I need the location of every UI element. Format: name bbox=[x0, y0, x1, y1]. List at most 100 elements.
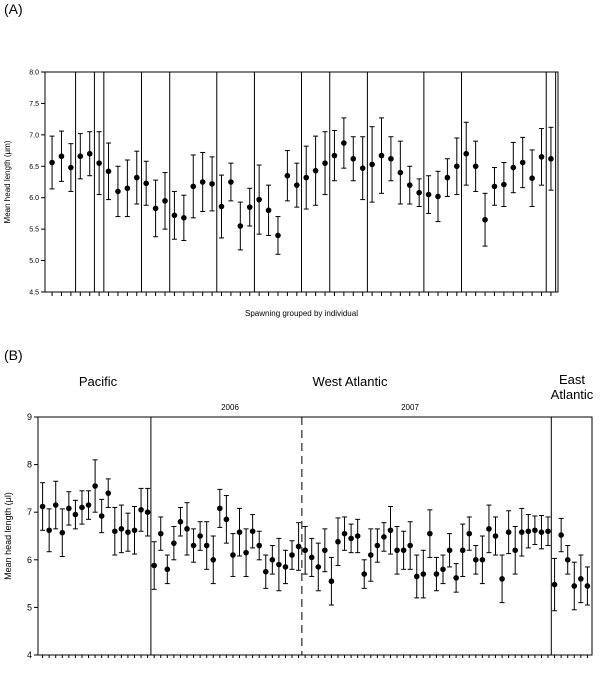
chart-a-marker bbox=[105, 168, 112, 175]
chart-a-point bbox=[378, 117, 385, 194]
chart-a-point bbox=[303, 145, 310, 210]
chart-b-marker bbox=[39, 503, 46, 510]
chart-a-marker bbox=[303, 174, 310, 181]
chart-a-point bbox=[406, 165, 413, 205]
chart-a-point bbox=[482, 192, 488, 247]
chart-b-point bbox=[492, 516, 499, 556]
chart-b-marker bbox=[151, 562, 157, 569]
chart-b-point bbox=[79, 490, 85, 525]
chart-b-point bbox=[512, 525, 519, 575]
chart-a-point bbox=[463, 121, 470, 186]
chart-b-point bbox=[190, 528, 197, 563]
chart-b-marker bbox=[72, 511, 79, 518]
chart-a-point bbox=[435, 170, 441, 223]
chart-b-y-axis-label: Mean head length (μl) bbox=[3, 492, 13, 580]
chart-b-marker bbox=[564, 557, 571, 563]
chart-b-point bbox=[486, 504, 492, 554]
chart-b-point bbox=[243, 528, 249, 577]
chart-a-point bbox=[96, 131, 102, 196]
chart-b-point bbox=[354, 518, 361, 554]
chart-a-y-tick-label: 7.5 bbox=[29, 101, 39, 108]
chart-b-point bbox=[105, 478, 112, 508]
panel-a-label: (A) bbox=[4, 1, 23, 17]
chart-a-point bbox=[115, 165, 121, 218]
chart-b-marker bbox=[79, 504, 85, 511]
chart-a-y-axis-label: Mean head length (μm) bbox=[3, 140, 12, 223]
region-pacific-label: Pacific bbox=[79, 374, 118, 389]
chart-a-marker bbox=[369, 161, 375, 168]
chart-b-point bbox=[328, 556, 335, 606]
chart-b-point bbox=[361, 559, 368, 589]
chart-a-y-tick-label: 5.5 bbox=[29, 227, 39, 234]
chart-a-point bbox=[359, 136, 366, 201]
chart-b-point bbox=[341, 516, 348, 551]
chart-a-point bbox=[49, 135, 55, 190]
chart-b-marker bbox=[545, 528, 551, 535]
chart-b-marker bbox=[374, 542, 381, 549]
chart-b-point bbox=[171, 525, 177, 561]
chart-a-point bbox=[425, 175, 432, 214]
chart-a-y-tick-label: 6.5 bbox=[29, 164, 39, 171]
chart-b-point bbox=[210, 535, 217, 585]
chart-a-marker bbox=[209, 181, 215, 187]
chart-a-marker bbox=[538, 154, 545, 160]
chart-a-marker bbox=[397, 169, 404, 176]
chart-a-marker bbox=[256, 196, 262, 203]
chart-a-point bbox=[341, 117, 347, 169]
chart-b-marker bbox=[348, 535, 354, 542]
chart-b-marker bbox=[177, 518, 184, 525]
chart-b-point bbox=[473, 545, 479, 575]
chart-b-point bbox=[308, 537, 315, 577]
chart-b-point bbox=[111, 506, 118, 556]
chart-a-point bbox=[256, 164, 262, 235]
chart-b-point bbox=[315, 542, 322, 592]
chart-b-point bbox=[217, 488, 223, 528]
chart-b-marker bbox=[230, 552, 236, 558]
chart-b-marker bbox=[505, 529, 512, 535]
chart-a-marker bbox=[199, 179, 206, 185]
chart-a-point bbox=[275, 216, 281, 255]
region-east-atlantic-label-line1: East bbox=[559, 372, 585, 387]
chart-a-point bbox=[181, 194, 187, 241]
chart-b-point bbox=[466, 516, 473, 551]
chart-b-marker bbox=[512, 547, 519, 554]
chart-a-marker bbox=[388, 155, 394, 162]
chart-b-marker bbox=[578, 576, 584, 582]
chart-a-marker bbox=[68, 164, 74, 171]
chart-b-point bbox=[518, 507, 525, 557]
chart-b-point bbox=[184, 502, 190, 556]
chart-a-marker bbox=[218, 203, 225, 210]
chart-a-marker bbox=[472, 163, 479, 170]
chart-a-point bbox=[133, 150, 140, 205]
chart-a-point bbox=[246, 187, 253, 227]
chart-a-y-tick-label: 6.0 bbox=[29, 195, 39, 202]
chart-a-y-tick-label: 8.0 bbox=[29, 70, 39, 77]
chart-b-marker bbox=[118, 526, 125, 532]
chart-a-marker bbox=[501, 181, 507, 188]
chart-b-y-tick-label: 8 bbox=[27, 460, 32, 470]
chart-a-point bbox=[209, 156, 215, 212]
chart-b-point bbox=[367, 528, 374, 582]
chart-a-marker bbox=[284, 172, 291, 179]
chart-b-point bbox=[571, 561, 578, 611]
chart-b-point bbox=[394, 525, 400, 575]
chart-b-marker bbox=[486, 526, 492, 532]
chart-a-marker bbox=[425, 191, 432, 198]
chart-b-point bbox=[144, 487, 151, 537]
chart-b: 4 5 6 7 8 9 Mean head length (μl) Pacific Wes… bbox=[3, 372, 594, 660]
chart-b-point bbox=[289, 540, 295, 570]
chart-b-point bbox=[59, 508, 66, 557]
chart-a-marker bbox=[510, 164, 517, 171]
chart-b-marker bbox=[420, 571, 427, 577]
chart-b-y-tick-label: 6 bbox=[27, 555, 32, 565]
chart-b-marker bbox=[387, 527, 394, 534]
chart-b-point bbox=[262, 554, 269, 589]
chart-b-x-ticks bbox=[42, 655, 588, 658]
chart-b-marker bbox=[315, 564, 322, 570]
chart-a-x-axis-label: Spawning grouped by individual bbox=[245, 309, 358, 318]
chart-b-marker bbox=[328, 578, 335, 585]
chart-a-marker bbox=[96, 160, 102, 166]
chart-b-point bbox=[203, 521, 210, 570]
chart-b-point bbox=[98, 498, 105, 534]
chart-b-point bbox=[322, 528, 328, 573]
